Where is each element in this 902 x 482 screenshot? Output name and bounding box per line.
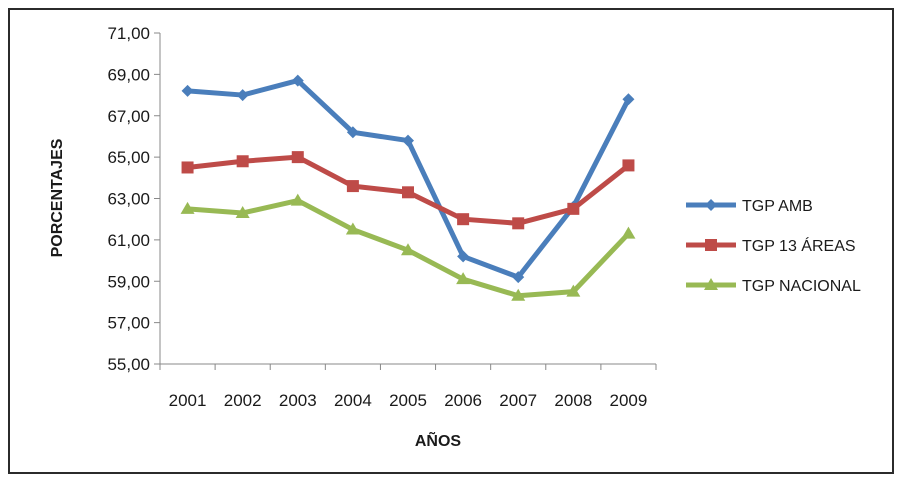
series-2 — [181, 151, 635, 230]
y-axis-title: PORCENTAJES — [49, 138, 66, 257]
data-point-marker — [567, 202, 580, 215]
x-tick-label: 2007 — [499, 391, 537, 410]
data-point-marker — [512, 271, 525, 284]
y-tick-label: 57,00 — [107, 314, 150, 333]
data-point-marker — [346, 180, 359, 193]
data-point-marker — [566, 284, 581, 297]
legend-item: TGP NACIONAL — [686, 278, 861, 295]
y-tick-label: 69,00 — [107, 65, 150, 84]
legend-swatch-marker — [704, 278, 718, 290]
x-tick-label: 2009 — [610, 391, 648, 410]
legend-label: TGP NACIONAL — [742, 278, 861, 295]
series-layer — [180, 74, 636, 301]
series-3 — [180, 193, 636, 301]
legend-item: TGP 13 ÁREAS — [686, 236, 856, 255]
data-point-marker — [622, 159, 635, 172]
data-point-marker — [402, 186, 414, 199]
data-point-marker — [457, 250, 470, 263]
legend-label: TGP 13 ÁREAS — [742, 236, 856, 255]
data-point-marker — [181, 84, 194, 97]
x-tick-label: 2005 — [389, 391, 427, 410]
y-tick-label: 65,00 — [107, 148, 150, 167]
data-point-marker — [456, 272, 471, 285]
x-tick-label: 2008 — [554, 391, 592, 410]
x-tick-label: 2001 — [169, 391, 207, 410]
x-axis-ticks: 2001 2002 2003 2004 2005 2006 2007 2008 2009 — [159, 364, 657, 410]
x-tick-label: 2003 — [279, 391, 317, 410]
data-point-marker — [291, 74, 304, 87]
x-tick-label: 2002 — [224, 391, 262, 410]
y-tick-label: 61,00 — [107, 231, 150, 250]
data-point-marker — [457, 213, 470, 226]
chart-border — [8, 8, 894, 474]
y-tick-label: 71,00 — [107, 24, 150, 43]
legend-swatch-marker — [705, 239, 717, 251]
data-point-marker — [180, 201, 195, 214]
legend-swatch-marker — [705, 199, 717, 211]
data-point-marker — [345, 222, 360, 235]
data-point-marker — [235, 205, 250, 218]
y-tick-label: 63,00 — [107, 190, 150, 209]
legend-label: TGP AMB — [742, 198, 813, 215]
y-tick-label: 55,00 — [107, 355, 150, 374]
data-point-marker — [236, 155, 249, 168]
x-tick-label: 2006 — [444, 391, 482, 410]
y-tick-label: 67,00 — [107, 107, 150, 126]
data-point-marker — [402, 134, 414, 147]
x-axis-title: AÑOS — [415, 430, 462, 450]
data-point-marker — [236, 89, 249, 102]
legend: TGP AMB TGP 13 ÁREAS TGP NACIONAL — [686, 198, 861, 295]
y-axis-ticks: 55,00 57,00 59,00 61,00 63,00 65,00 67,00 69,00… — [107, 24, 160, 374]
data-point-marker — [346, 126, 359, 139]
data-point-marker — [291, 151, 304, 164]
legend-item: TGP AMB — [686, 198, 813, 215]
data-point-marker — [181, 161, 194, 174]
y-tick-label: 59,00 — [107, 272, 150, 291]
data-point-marker — [622, 93, 635, 106]
data-point-marker — [621, 226, 636, 239]
data-point-marker — [401, 243, 415, 256]
x-tick-label: 2004 — [334, 391, 372, 410]
data-point-marker — [512, 217, 525, 230]
data-point-marker — [511, 288, 526, 301]
data-point-marker — [290, 193, 305, 206]
